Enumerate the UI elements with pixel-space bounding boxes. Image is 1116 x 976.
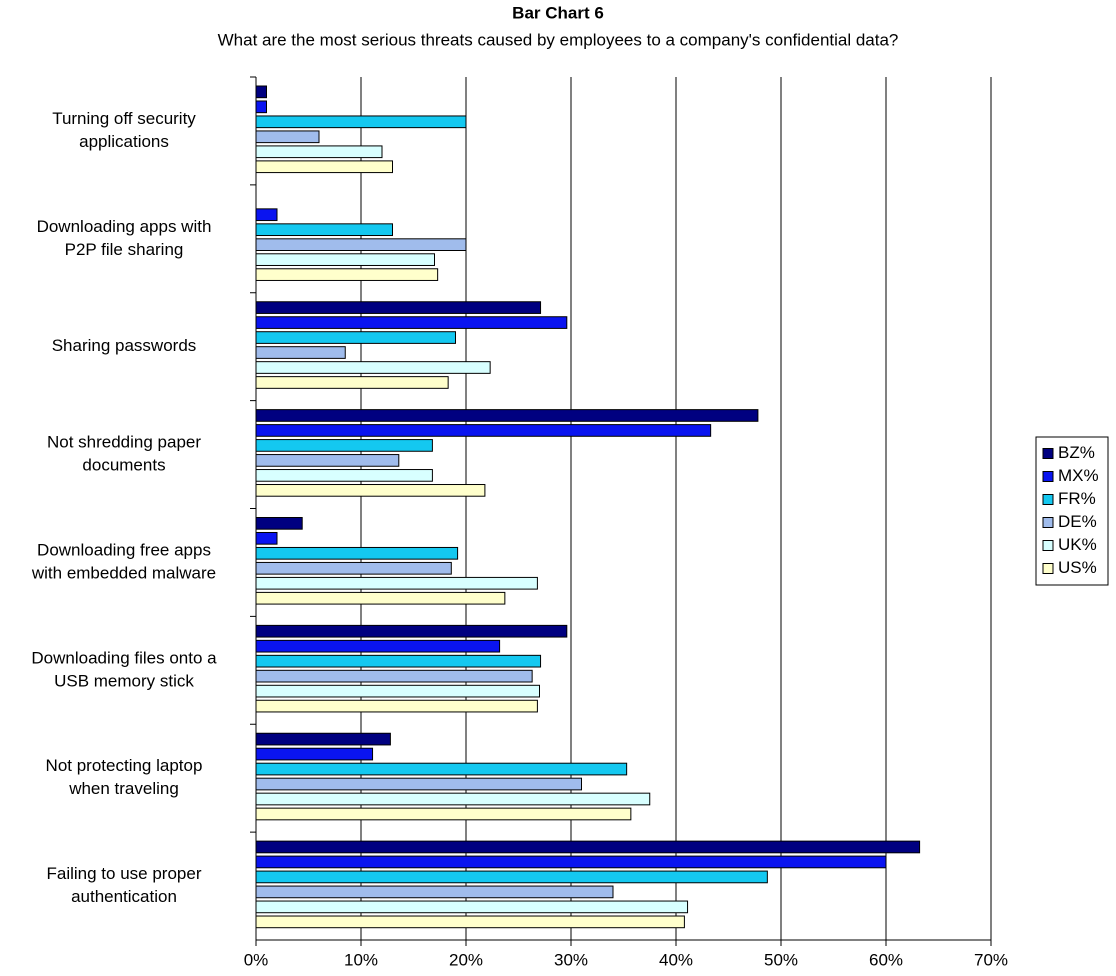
bar bbox=[255, 439, 433, 452]
y-tick-label: documents bbox=[82, 456, 165, 475]
legend-swatch bbox=[1042, 540, 1054, 551]
x-tick-label: 60% bbox=[869, 950, 903, 969]
y-tick-label: Downloading files onto a bbox=[31, 648, 217, 667]
bar bbox=[255, 591, 506, 605]
bar bbox=[255, 361, 491, 374]
y-tick-label: Turning off security bbox=[52, 109, 196, 128]
bar bbox=[255, 253, 435, 266]
legend-swatch bbox=[1042, 494, 1054, 505]
bar bbox=[255, 331, 456, 344]
bar bbox=[255, 654, 542, 668]
bar bbox=[255, 208, 278, 222]
chart-title: Bar Chart 6 bbox=[512, 3, 604, 22]
y-tick-label: applications bbox=[79, 132, 169, 151]
bar bbox=[255, 484, 486, 497]
bar bbox=[255, 160, 393, 174]
bar bbox=[255, 316, 568, 329]
legend-label: FR% bbox=[1058, 489, 1096, 508]
x-tick-label: 10% bbox=[344, 950, 378, 969]
bar bbox=[255, 762, 628, 776]
bar bbox=[255, 792, 651, 806]
bar bbox=[255, 223, 393, 237]
bar bbox=[255, 100, 267, 114]
y-tick-label: with embedded malware bbox=[31, 563, 216, 582]
x-tick-label: 50% bbox=[764, 950, 798, 969]
bar bbox=[255, 699, 538, 713]
legend-label: MX% bbox=[1058, 466, 1099, 485]
bar bbox=[255, 576, 538, 590]
bar bbox=[255, 268, 439, 281]
legend-label: US% bbox=[1058, 558, 1097, 577]
bar bbox=[255, 424, 712, 437]
bar bbox=[255, 469, 433, 482]
y-tick-label: Not shredding paper bbox=[47, 433, 201, 452]
y-tick-label: when traveling bbox=[68, 779, 179, 798]
y-tick-label: P2P file sharing bbox=[65, 240, 184, 259]
bar bbox=[255, 855, 887, 869]
y-tick-label: Downloading apps with bbox=[37, 217, 212, 236]
y-tick-label: authentication bbox=[71, 887, 177, 906]
bar bbox=[255, 777, 582, 791]
legend-swatch bbox=[1042, 471, 1054, 482]
x-tick-label: 70% bbox=[974, 950, 1008, 969]
legend-label: DE% bbox=[1058, 512, 1097, 531]
bar bbox=[255, 409, 759, 422]
bar bbox=[255, 732, 391, 746]
y-tick-label: Downloading free apps bbox=[37, 540, 211, 559]
x-tick-label: 20% bbox=[449, 950, 483, 969]
y-tick-label: Failing to use proper bbox=[47, 864, 202, 883]
bar bbox=[255, 684, 540, 698]
x-tick-label: 30% bbox=[554, 950, 588, 969]
y-tick-label: USB memory stick bbox=[54, 671, 194, 690]
bar bbox=[255, 238, 467, 251]
legend-swatch bbox=[1042, 517, 1054, 528]
legend-swatch bbox=[1042, 563, 1054, 574]
bar bbox=[255, 807, 632, 821]
bar bbox=[255, 301, 542, 314]
bar bbox=[255, 870, 768, 884]
bar bbox=[255, 669, 533, 683]
bar bbox=[255, 747, 374, 761]
x-tick-label: 40% bbox=[659, 950, 693, 969]
bar bbox=[255, 85, 267, 99]
bar bbox=[255, 639, 501, 653]
bar bbox=[255, 561, 452, 575]
bar bbox=[255, 115, 467, 129]
bar bbox=[255, 531, 278, 545]
legend-label: BZ% bbox=[1058, 443, 1095, 462]
x-tick-label: 0% bbox=[244, 950, 269, 969]
bar bbox=[255, 900, 689, 914]
y-tick-label: Sharing passwords bbox=[52, 336, 197, 355]
legend-label: UK% bbox=[1058, 535, 1097, 554]
bar bbox=[255, 517, 303, 530]
bar bbox=[255, 145, 383, 159]
bar bbox=[255, 346, 346, 359]
bar bbox=[255, 454, 400, 467]
bar bbox=[255, 624, 568, 638]
legend-box bbox=[1035, 436, 1109, 586]
bar bbox=[255, 915, 685, 929]
bar bbox=[255, 885, 614, 899]
bar bbox=[255, 546, 459, 560]
legend-swatch bbox=[1042, 448, 1054, 459]
chart-subtitle: What are the most serious threats caused… bbox=[218, 30, 899, 49]
bar bbox=[255, 840, 921, 854]
bar bbox=[255, 376, 449, 389]
bar bbox=[255, 130, 320, 144]
y-tick-label: Not protecting laptop bbox=[46, 756, 203, 775]
